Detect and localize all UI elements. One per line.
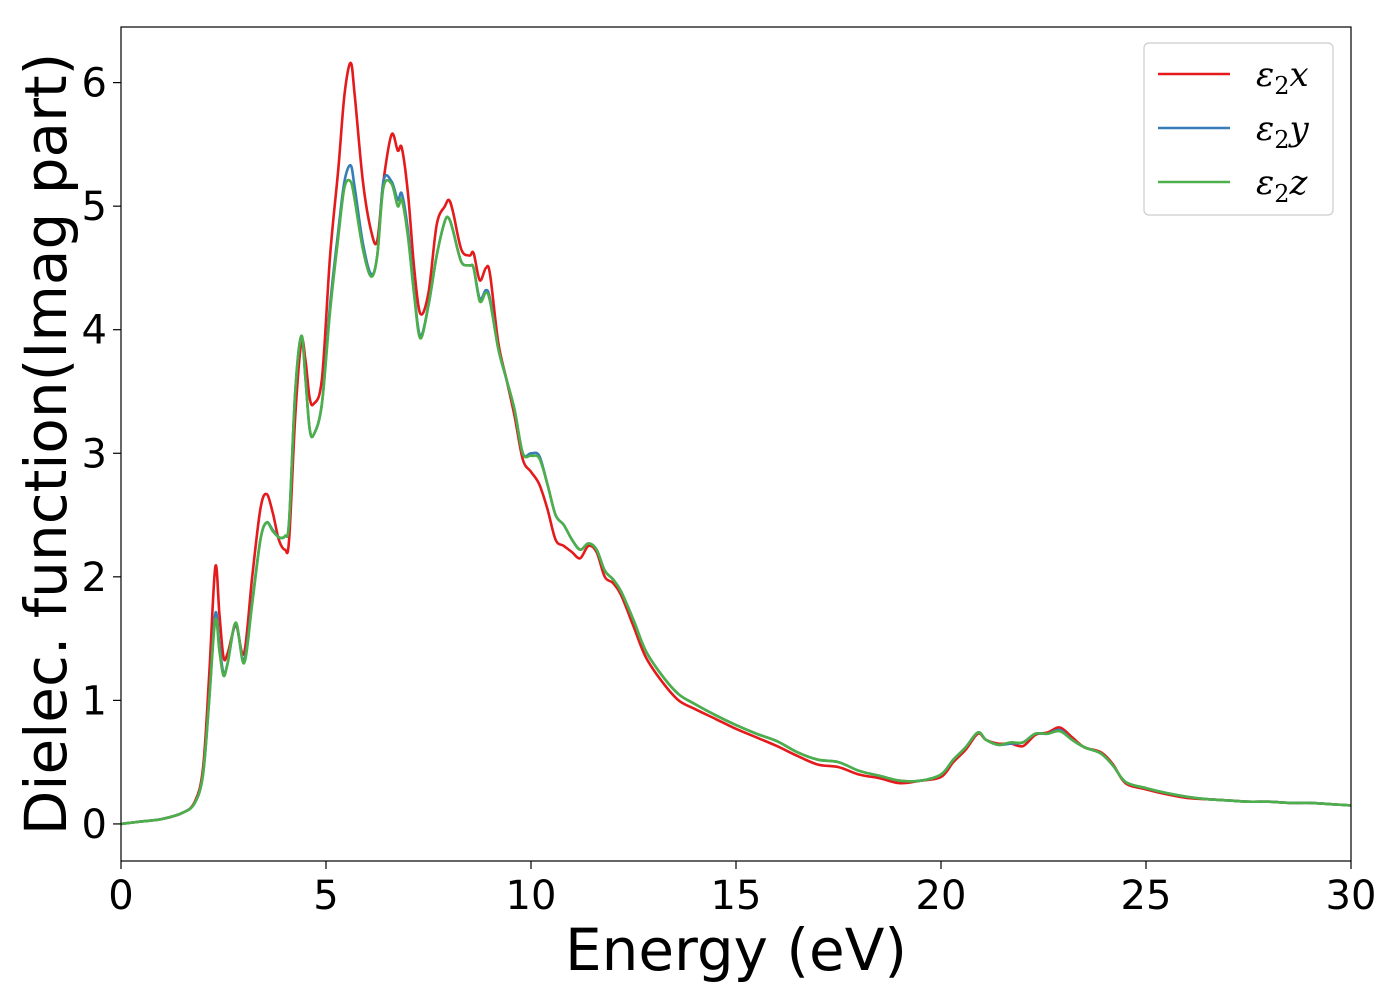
x-tick-label: 15: [711, 873, 762, 919]
legend-label-base: ε: [1256, 163, 1274, 203]
legend-label-x: ε2x: [1256, 55, 1309, 100]
y-tick-label: 5: [82, 184, 107, 230]
y-tick-label: 3: [82, 431, 107, 477]
series-line-z: [120, 178, 1352, 826]
legend-label-subscript: 2: [1274, 126, 1289, 154]
legend-label-subscript: 2: [1274, 180, 1289, 208]
y-tick-label: 4: [82, 308, 107, 354]
legend-label-y: ε2y: [1256, 109, 1310, 154]
legend-frame: [1143, 42, 1334, 216]
y-tick-label: 0: [82, 802, 107, 848]
y-tick-label: 2: [82, 555, 107, 601]
y-axis-title: Dielec. function(Imag part): [12, 53, 80, 836]
legend-label-suffix: x: [1290, 55, 1309, 95]
x-tick-label: 5: [313, 873, 338, 919]
x-tick-label: 30: [1326, 873, 1377, 919]
y-tick-label: 6: [82, 61, 107, 107]
series-layer: [120, 61, 1352, 826]
x-tick-label: 0: [108, 873, 133, 919]
legend-label-z: ε2z: [1256, 163, 1309, 208]
legend-label-base: ε: [1256, 109, 1274, 149]
y-tick-label: 1: [82, 678, 107, 724]
legend-label-base: ε: [1256, 55, 1274, 95]
x-axis-title: Energy (eV): [565, 916, 907, 984]
x-tick-label: 10: [506, 873, 557, 919]
ticks-layer: 0 5 10 15 20 25 30 0 1 2 3 4 5 6: [82, 61, 1377, 919]
legend-label-suffix: y: [1288, 109, 1310, 149]
legend-label-subscript: 2: [1274, 72, 1289, 100]
legend-label-suffix: z: [1289, 163, 1309, 203]
x-tick-label: 25: [1121, 873, 1172, 919]
x-tick-label: 20: [916, 873, 967, 919]
